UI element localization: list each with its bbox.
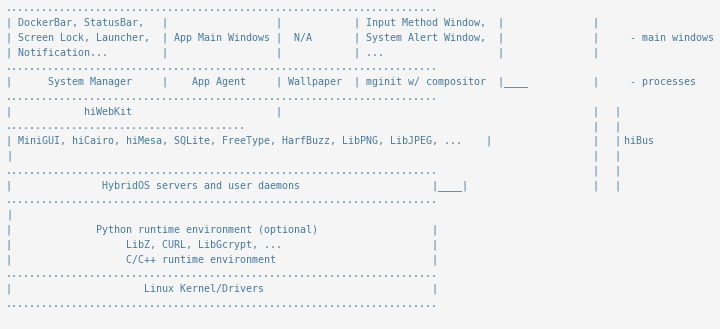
Text: |                   LibZ, CURL, LibGcrypt, ...                         |: | LibZ, CURL, LibGcrypt, ... | xyxy=(6,240,438,250)
Text: |            hiWebKit                        |: | hiWebKit | xyxy=(6,106,282,117)
Text: ........................................................................: ........................................… xyxy=(6,62,438,72)
Text: |      System Manager     |    App Agent     | Wallpaper  | mginit w/ compositor: | System Manager | App Agent | Wallpaper… xyxy=(6,77,528,88)
Text: | Notification...         |                  |            | ...                 : | Notification... | | | ... xyxy=(6,47,504,58)
Text: |: | xyxy=(614,151,620,161)
Text: |: | xyxy=(592,17,598,28)
Text: |                      Linux Kernel/Drivers                            |: | Linux Kernel/Drivers | xyxy=(6,284,438,294)
Text: | DockerBar, StatusBar,   |                  |            | Input Method Window,: | DockerBar, StatusBar, | | | Input Meth… xyxy=(6,17,504,28)
Text: ........................................: ........................................ xyxy=(6,121,246,131)
Text: |: | xyxy=(592,77,598,87)
Text: |: | xyxy=(614,106,620,117)
Text: |: | xyxy=(592,47,598,58)
Text: |: | xyxy=(614,180,620,191)
Text: |: | xyxy=(614,121,620,132)
Text: |: | xyxy=(6,151,12,161)
Text: ........................................................................: ........................................… xyxy=(6,3,438,13)
Text: - processes: - processes xyxy=(630,77,696,87)
Text: hiBus: hiBus xyxy=(618,136,654,146)
Text: |: | xyxy=(592,32,598,43)
Text: |: | xyxy=(6,210,12,220)
Text: |: | xyxy=(592,106,598,117)
Text: - main windows: - main windows xyxy=(630,33,714,42)
Text: |: | xyxy=(614,165,620,176)
Text: |: | xyxy=(592,180,598,191)
Text: | Screen Lock, Launcher,  | App Main Windows |  N/A       | System Alert Window,: | Screen Lock, Launcher, | App Main Wind… xyxy=(6,32,504,43)
Text: |: | xyxy=(592,136,598,146)
Text: ........................................................................: ........................................… xyxy=(6,195,438,205)
Text: |               HybridOS servers and user daemons                      |____|: | HybridOS servers and user daemons |___… xyxy=(6,180,468,191)
Text: ........................................................................: ........................................… xyxy=(6,166,438,176)
Text: |: | xyxy=(592,165,598,176)
Text: |: | xyxy=(592,121,598,132)
Text: | MiniGUI, hiCairo, hiMesa, SQLite, FreeType, HarfBuzz, LibPNG, LibJPEG, ...    : | MiniGUI, hiCairo, hiMesa, SQLite, Free… xyxy=(6,136,492,146)
Text: ........................................................................: ........................................… xyxy=(6,269,438,279)
Text: |                   C/C++ runtime environment                          |: | C/C++ runtime environment | xyxy=(6,254,438,265)
Text: ........................................................................: ........................................… xyxy=(6,299,438,309)
Text: |: | xyxy=(592,151,598,161)
Text: |: | xyxy=(614,136,620,146)
Text: ........................................................................: ........................................… xyxy=(6,92,438,102)
Text: |              Python runtime environment (optional)                   |: | Python runtime environment (optional) … xyxy=(6,225,438,235)
